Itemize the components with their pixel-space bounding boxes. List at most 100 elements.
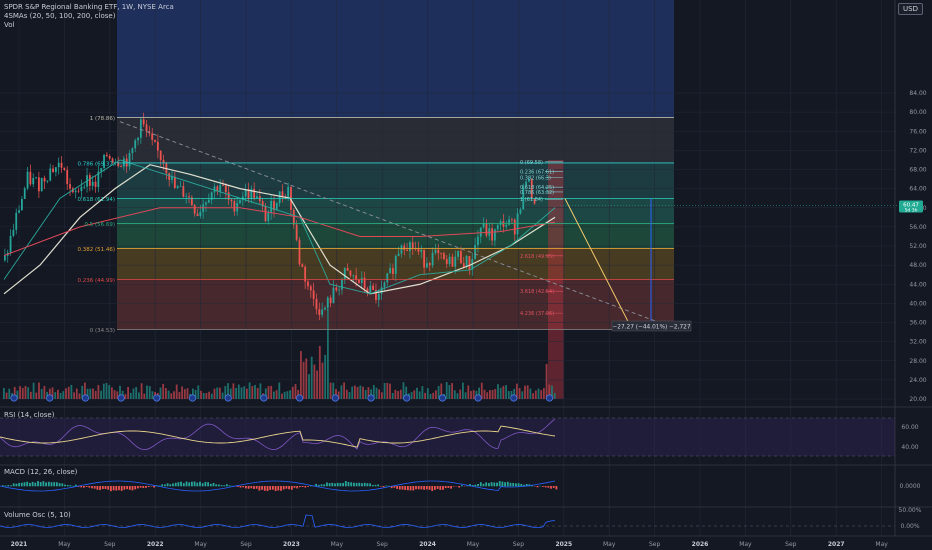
- volume-bar: [483, 389, 486, 399]
- volume-bar: [313, 364, 316, 399]
- candle-body: [18, 210, 20, 213]
- macd-legend[interactable]: MACD (12, 26, close): [4, 468, 78, 476]
- macd-bar: [161, 484, 164, 487]
- macd-bar: [169, 484, 172, 487]
- macd-bar: [496, 482, 498, 487]
- candle-body: [457, 250, 459, 257]
- macd-bar: [182, 483, 185, 487]
- candle-body: [448, 256, 451, 264]
- candle-body: [307, 281, 309, 287]
- candle-body: [468, 255, 471, 270]
- rsi-legend[interactable]: RSI (14, close): [4, 411, 55, 419]
- volume-osc-legend[interactable]: Volume Osc (5, 10): [4, 511, 71, 519]
- volume-bar: [151, 391, 154, 399]
- volume-bar: [402, 382, 405, 399]
- volume-bar: [162, 383, 165, 399]
- volume-bar: [67, 386, 70, 399]
- volume-bar: [497, 384, 499, 399]
- macd-bar: [407, 486, 409, 491]
- macd-bar: [10, 485, 12, 487]
- volume-bar: [35, 392, 38, 399]
- macd-bar: [207, 482, 209, 487]
- macd-bar: [66, 484, 69, 487]
- macd-bar: [415, 486, 417, 490]
- candle-body: [443, 253, 445, 260]
- volume-bar: [235, 388, 237, 399]
- sma-legend[interactable]: 4SMAs (20, 50, 100, 200, close): [4, 12, 116, 20]
- volume-bar: [537, 388, 540, 399]
- time-tick-label: Sep: [785, 541, 797, 548]
- price-tick-label: 40.00: [909, 300, 926, 307]
- candle-body: [278, 191, 281, 204]
- candle-body: [182, 186, 185, 197]
- volume-bar: [502, 385, 505, 399]
- candle-body: [12, 229, 15, 236]
- volume-bar: [232, 383, 235, 399]
- candle-body: [309, 286, 312, 291]
- macd-bar: [250, 486, 253, 489]
- price-tick-label: 44.00: [909, 281, 926, 288]
- macd-bar: [85, 486, 88, 487]
- volume-bar: [467, 385, 470, 399]
- macd-bar: [479, 482, 482, 487]
- volume-bar: [65, 388, 67, 399]
- volume-bar: [534, 390, 537, 399]
- price-tick-label: 56.00: [909, 224, 926, 231]
- candle-body: [35, 177, 37, 179]
- macd-bar: [91, 486, 93, 489]
- macd-bar: [226, 484, 228, 487]
- candle-body: [207, 199, 210, 203]
- earnings-marker: [367, 394, 375, 402]
- candle-body: [474, 245, 476, 260]
- volume-legend[interactable]: Vol: [4, 21, 15, 29]
- volume-bar: [113, 390, 116, 399]
- volume-bar: [264, 388, 267, 399]
- macd-bar: [242, 486, 245, 488]
- sma-line-20: [3, 159, 556, 295]
- macd-bar: [223, 485, 226, 487]
- candle-body: [338, 289, 341, 291]
- macd-bar: [174, 482, 177, 487]
- volume-bar: [345, 389, 348, 399]
- macd-bar: [347, 481, 350, 487]
- volume-bar: [40, 388, 43, 399]
- rsi-ma-line: [0, 425, 556, 448]
- volume-bar: [73, 392, 75, 399]
- osc-tick-label: 0.00%: [900, 523, 919, 530]
- macd-bar: [236, 486, 239, 487]
- fib-zone: [117, 198, 674, 224]
- candle-body: [389, 268, 392, 274]
- candle-body: [233, 201, 236, 212]
- volume-bar: [429, 393, 432, 399]
- candle-body: [304, 266, 307, 282]
- fib-ext-label: 0.382 (66.3): [520, 176, 551, 182]
- volume-bar: [256, 387, 259, 399]
- macd-bar: [145, 486, 147, 488]
- volume-bar: [327, 309, 329, 399]
- macd-bar: [74, 484, 77, 487]
- volume-bar: [294, 384, 297, 399]
- fib-label: 0.786 (69.37): [77, 161, 115, 167]
- currency-button[interactable]: USD: [898, 3, 923, 15]
- candle-body: [403, 245, 406, 250]
- chart-title: SPDR S&P Regional Banking ETF, 1W, NYSE …: [4, 3, 174, 11]
- macd-bar: [380, 486, 382, 487]
- candle-body: [134, 140, 137, 149]
- candle-body: [173, 176, 176, 189]
- macd-bar: [193, 481, 196, 487]
- candle-body: [49, 168, 52, 181]
- candle-body: [426, 263, 428, 268]
- macd-bar: [296, 486, 299, 489]
- price-tick-label: 20.00: [909, 396, 926, 403]
- fib-label: 0.618 (61.94): [77, 197, 115, 203]
- volume-bar: [351, 386, 354, 399]
- volume-bar: [459, 389, 462, 399]
- volume-bar: [78, 393, 81, 399]
- volume-bar: [381, 392, 383, 399]
- candle-body: [352, 275, 355, 277]
- candle-body: [400, 245, 403, 254]
- macd-bar: [2, 485, 4, 487]
- volume-bar: [240, 387, 243, 399]
